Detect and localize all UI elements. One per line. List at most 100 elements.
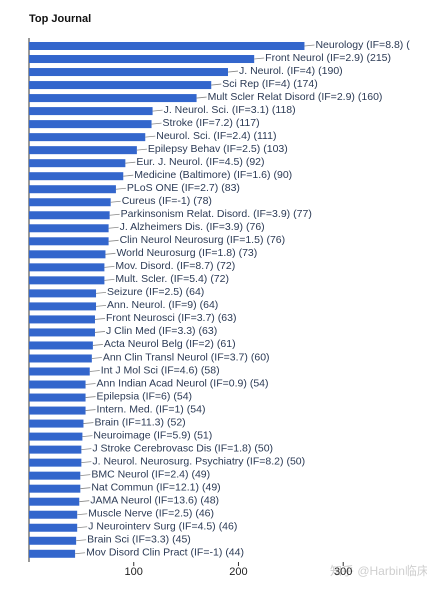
bar-label: Epilepsy Behav (IF=2.5) (148, 143, 260, 155)
bar-label: World Neurosurg (IF=1.8) (116, 247, 235, 259)
bar (29, 393, 86, 402)
value-label: (54) (250, 377, 269, 389)
bar-label: Mov Disord Clin Pract (IF=-1) (86, 547, 222, 559)
bar (29, 211, 110, 220)
bar-label: Epilepsia (IF=6) (97, 390, 171, 402)
connector (85, 409, 96, 411)
bar (29, 276, 105, 285)
value-label: (78) (193, 195, 212, 207)
bar (29, 172, 124, 181)
connector (81, 461, 92, 464)
connector (80, 474, 91, 477)
connector (211, 83, 222, 86)
value-label: (60) (251, 351, 270, 363)
value-label: (174) (293, 78, 318, 90)
value-label: (103) (263, 143, 288, 155)
bar (29, 341, 93, 350)
bar (29, 107, 153, 116)
x-tick-label: 200 (229, 566, 247, 578)
connector (94, 331, 106, 333)
value-label: (76) (246, 221, 265, 233)
value-label: (72) (210, 273, 229, 285)
value-label: (46) (195, 508, 214, 520)
bar (29, 146, 137, 155)
bar (29, 445, 82, 454)
connector (227, 70, 239, 73)
value-label: (90) (274, 169, 293, 181)
value-label: (48) (200, 494, 219, 506)
bar (29, 549, 76, 558)
value-label: (50) (286, 455, 305, 467)
watermark: 知乎 @Harbin临床科研 (330, 564, 427, 578)
bar (29, 42, 305, 50)
value-label: (46) (219, 521, 238, 533)
bar-label: Neurology (IF=8.8) (315, 39, 403, 51)
bar-label: J. Alzheimers Dis. (IF=3.9) (120, 221, 243, 233)
x-tick-label: 300 (334, 566, 352, 578)
bar-label: Front Neurosci (IF=3.7) (106, 312, 215, 324)
value-label: (54) (173, 390, 192, 402)
bar (29, 94, 197, 103)
bar (29, 263, 105, 272)
connector (94, 318, 106, 320)
connector (110, 200, 121, 203)
bar (29, 419, 84, 428)
bar (29, 120, 152, 129)
connector (76, 539, 87, 542)
connector (108, 226, 119, 229)
value-label: (160) (358, 91, 383, 103)
bar (29, 289, 97, 298)
bar (29, 432, 83, 441)
connector (85, 383, 96, 385)
bar-label: Medicine (Baltimore) (IF=1.6) (134, 169, 270, 181)
connector (77, 513, 88, 516)
bar (29, 497, 80, 506)
connector (80, 487, 91, 490)
bar-label: Clin Neurol Neurosurg (IF=1.5) (120, 234, 264, 246)
bar-label: Ann Indian Acad Neurol (IF=0.9) (97, 377, 247, 389)
bar-label: J. Neurol. Sci. (IF=3.1) (164, 104, 269, 116)
bar (29, 328, 95, 337)
bar-label: Ann Clin Transl Neurol (IF=3.7) (103, 351, 248, 363)
bar-label: J. Neurol. (IF=4) (239, 65, 315, 77)
bar (29, 81, 212, 90)
bar-label: Neurol. Sci. (IF=2.4) (156, 130, 250, 142)
value-label: (76) (266, 234, 285, 246)
bar (29, 198, 111, 207)
bar-label: Cureus (IF=-1) (122, 195, 191, 207)
bar-label: Front Neurol (IF=2.9) (265, 52, 363, 64)
bar-label: Ann. Neurol. (IF=9) (107, 299, 197, 311)
bar (29, 510, 78, 519)
connector (196, 96, 207, 99)
connector (75, 552, 86, 555)
bar (29, 536, 77, 545)
bar-label: Acta Neurol Belg (IF=2) (104, 338, 214, 350)
bar-label: Int J Mol Sci (IF=4.6) (101, 364, 198, 376)
connector (77, 526, 88, 529)
value-label: (54) (187, 403, 206, 415)
connector (109, 213, 120, 216)
bar-label: Seizure (IF=2.5) (107, 286, 183, 298)
connector (304, 44, 315, 47)
bar-label: Mult. Scler. (IF=5.4) (115, 273, 207, 285)
x-tick-label: 100 (125, 566, 143, 578)
connector (104, 278, 115, 281)
bar (29, 68, 228, 77)
bar (29, 406, 86, 415)
connector (108, 239, 119, 242)
bar-label: Stroke (IF=7.2) (163, 117, 233, 129)
connector (81, 448, 92, 451)
bar-label: J Stroke Cerebrovasc Dis (IF=1.8) (92, 442, 251, 454)
value-label: (58) (201, 364, 220, 376)
bar-label: J. Neurol. Neurosurg. Psychiatry (IF=8.2… (92, 455, 283, 467)
connector (145, 135, 156, 138)
bar (29, 471, 81, 480)
connector (115, 187, 126, 190)
connector (83, 422, 94, 424)
bar-label: Brain Sci (IF=3.3) (87, 534, 169, 546)
value-label: (92) (246, 156, 265, 168)
bar-label: Muscle Nerve (IF=2.5) (88, 508, 192, 520)
bar (29, 354, 92, 363)
value-label: (45) (172, 534, 191, 546)
